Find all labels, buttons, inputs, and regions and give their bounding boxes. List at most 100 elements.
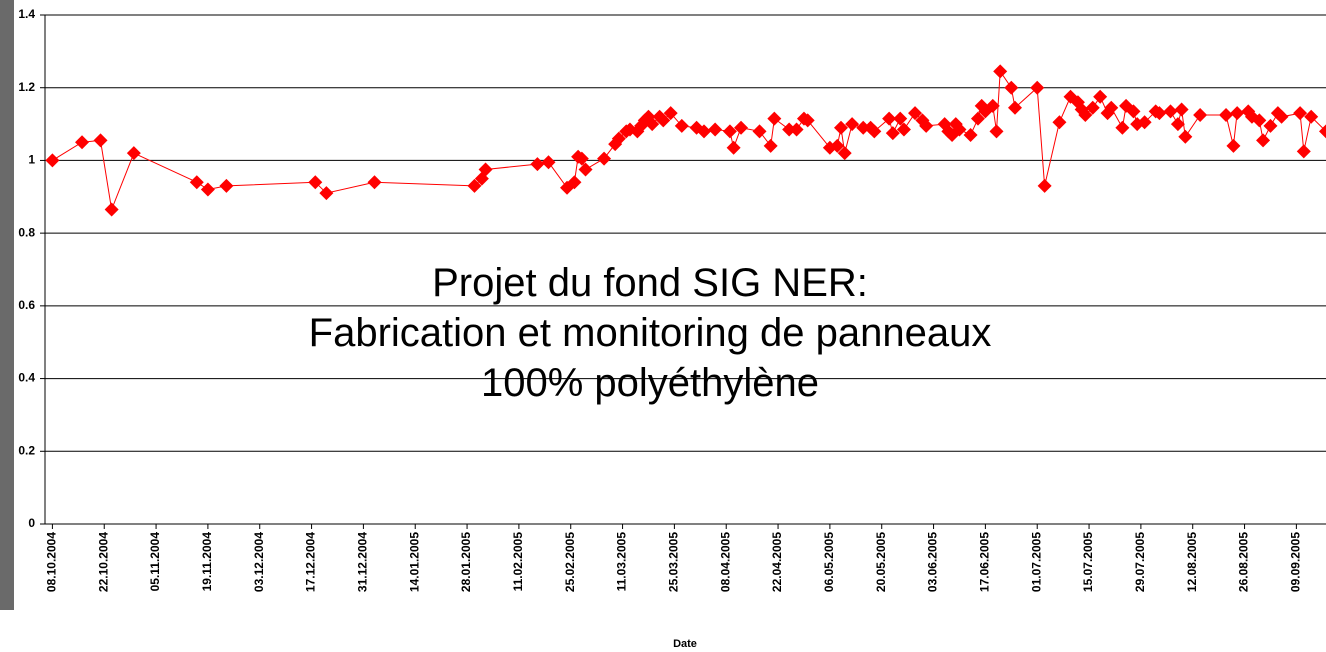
data-point — [1263, 118, 1278, 133]
data-point — [1104, 100, 1119, 115]
data-point — [1126, 104, 1141, 119]
data-point — [1170, 117, 1185, 132]
data-point — [645, 117, 660, 132]
data-point — [767, 111, 782, 126]
data-point — [845, 117, 860, 132]
data-point — [1163, 104, 1178, 119]
data-point — [656, 113, 671, 128]
x-tick-label: 06.05.2005 — [822, 532, 836, 592]
data-point — [919, 118, 934, 133]
data-point — [1052, 115, 1067, 130]
data-point — [867, 124, 882, 139]
x-tick-label: 15.07.2005 — [1081, 532, 1095, 592]
data-point — [697, 124, 712, 139]
data-point — [478, 162, 493, 177]
data-point — [830, 138, 845, 153]
x-tick-label: 22.10.2004 — [96, 532, 110, 592]
data-point — [726, 140, 741, 155]
data-point — [1296, 144, 1311, 159]
data-point — [734, 120, 749, 135]
data-point — [989, 124, 1004, 139]
y-tick-label: 0.6 — [18, 298, 35, 312]
data-point — [1093, 89, 1108, 104]
x-tick-label: 17.06.2005 — [978, 532, 992, 592]
data-point — [567, 175, 582, 190]
data-point — [970, 111, 985, 126]
data-point — [782, 122, 797, 137]
y-tick-label: 0 — [28, 516, 35, 530]
data-point — [985, 98, 1000, 113]
data-point — [674, 118, 689, 133]
x-tick-label: 05.11.2004 — [148, 532, 162, 592]
data-point — [1152, 106, 1167, 121]
y-tick-label: 0.8 — [18, 225, 35, 239]
data-point — [578, 162, 593, 177]
data-point — [1230, 106, 1245, 121]
x-axis-label: Date — [673, 638, 697, 650]
y-tick-label: 1 — [28, 153, 35, 167]
data-point — [908, 106, 923, 121]
chart-title: Fabrication et monitoring de panneaux — [309, 311, 992, 355]
data-point — [467, 178, 482, 193]
data-point — [1030, 80, 1045, 95]
chart-title: 100% polyéthylène — [481, 361, 819, 405]
y-tick-label: 1.4 — [18, 7, 35, 21]
x-tick-label: 08.10.2004 — [45, 532, 59, 592]
data-point — [93, 133, 108, 148]
data-point — [663, 106, 678, 121]
data-point — [800, 113, 815, 128]
y-tick-label: 0.4 — [18, 371, 35, 385]
data-point — [367, 175, 382, 190]
data-point — [885, 126, 900, 141]
data-point — [837, 146, 852, 161]
x-tick-label: 25.02.2005 — [563, 532, 577, 592]
x-tick-label: 11.03.2005 — [615, 532, 629, 592]
data-point — [789, 122, 804, 137]
data-point — [1319, 124, 1326, 139]
x-tick-label: 22.04.2005 — [770, 532, 784, 592]
data-point — [1178, 129, 1193, 144]
data-point — [1174, 102, 1189, 117]
data-point — [893, 111, 908, 126]
x-tick-label: 03.12.2004 — [252, 532, 266, 592]
x-tick-label: 20.05.2005 — [874, 532, 888, 592]
data-point — [530, 157, 545, 172]
data-point — [611, 131, 626, 146]
data-point — [896, 122, 911, 137]
x-tick-label: 19.11.2004 — [200, 532, 214, 592]
x-tick-label: 29.07.2005 — [1133, 532, 1147, 592]
data-line — [52, 69, 1326, 212]
data-point — [189, 175, 204, 190]
data-point — [104, 202, 119, 217]
data-point — [1137, 115, 1152, 130]
data-point — [952, 122, 967, 137]
chart-title: Projet du fond SIG NER: — [432, 261, 868, 305]
data-point — [752, 124, 767, 139]
x-tick-label: 01.07.2005 — [1029, 532, 1043, 592]
x-tick-label: 08.04.2005 — [718, 532, 732, 592]
data-point — [1008, 100, 1023, 115]
x-tick-label: 25.03.2005 — [667, 532, 681, 592]
data-point — [1252, 113, 1267, 128]
x-tick-label: 31.12.2004 — [356, 532, 370, 592]
x-tick-label: 28.01.2005 — [459, 532, 473, 592]
data-point — [1304, 109, 1319, 124]
data-point — [308, 175, 323, 190]
data-point — [1256, 133, 1271, 148]
data-point — [200, 182, 215, 197]
data-point — [1193, 107, 1208, 122]
data-point — [126, 146, 141, 161]
data-point — [882, 111, 897, 126]
data-point — [993, 64, 1008, 79]
data-point — [45, 153, 60, 168]
side-photo-strip — [0, 0, 14, 610]
data-point — [219, 178, 234, 193]
y-tick-label: 1.2 — [18, 80, 35, 94]
data-point — [856, 120, 871, 135]
data-point — [763, 138, 778, 153]
data-point — [963, 127, 978, 142]
x-tick-label: 26.08.2005 — [1237, 532, 1251, 592]
data-point — [1226, 138, 1241, 153]
data-point — [574, 151, 589, 166]
data-point — [541, 155, 556, 170]
